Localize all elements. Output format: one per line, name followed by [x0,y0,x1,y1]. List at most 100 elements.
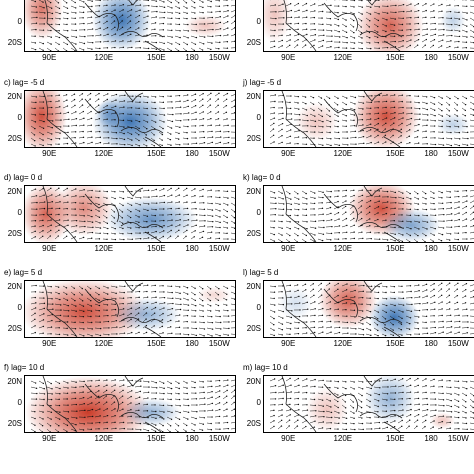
y-tick-label: 20S [7,324,22,334]
panel-title: d) lag= 0 d [4,173,43,182]
x-tick-label: 150W [447,434,469,443]
negative-anomaly [369,295,420,337]
panel-title: k) lag= 0 d [243,173,281,182]
negative-anomaly [278,286,313,321]
coastline [383,40,401,51]
x-tick-label: 150W [447,53,469,62]
x-tick-label: 180 [185,434,199,443]
coastline [323,383,358,413]
y-tick-label: 20S [246,134,261,144]
x-tick-label: 150E [146,53,166,62]
negative-anomaly [440,6,466,35]
y-tick-label: 20S [246,419,261,429]
coastline [144,40,162,51]
negative-anomaly [381,208,441,242]
coastline [84,383,119,413]
x-tick-label: 120E [333,149,353,158]
positive-anomaly [25,0,63,40]
x-tick-label: 120E [333,53,353,62]
x-tick-label: 90E [42,339,57,348]
x-tick-label: 150E [146,339,166,348]
panel-title: l) lag= 5 d [243,268,279,277]
coastline [359,222,403,229]
x-tick-label: 180 [185,53,199,62]
positive-anomaly [356,0,424,51]
x-tick-label: 90E [281,149,296,158]
x-tick-label: 120E [94,244,114,253]
coastline [124,281,144,292]
coastline [281,91,317,147]
positive-anomaly [184,14,227,37]
y-tick-label: 0 [256,398,261,407]
coastline [120,31,164,38]
x-tick-label: 90E [281,244,296,253]
panel-title: c) lag= -5 d [4,78,45,87]
x-tick-label: 150E [385,53,405,62]
coastline [42,91,78,147]
wind-vectors [30,0,235,51]
x-tick-label: 180 [185,339,199,348]
coastline [323,193,358,223]
x-tick-label: 150E [146,244,166,253]
wind-vectors [269,282,474,337]
y-tick-label: 20N [7,186,22,196]
panel-title: f) lag= 10 d [4,363,45,372]
x-tick-label: 120E [94,339,114,348]
map-frame [263,90,474,148]
coastline [323,98,358,128]
panel-title: e) lag= 5 d [4,268,43,277]
coastline [359,412,403,419]
coastline [144,421,162,432]
wind-vectors [269,0,474,50]
x-tick-label: 150W [447,244,469,253]
x-tick-label: 150E [385,434,405,443]
map-frame [24,0,236,52]
map-frame [24,90,236,148]
positive-anomaly [306,387,348,432]
y-tick-label: 20N [7,91,22,101]
x-tick-label: 90E [42,149,57,158]
x-tick-label: 150W [447,149,469,158]
positive-anomaly [264,0,292,43]
x-tick-label: 180 [185,244,199,253]
positive-anomaly [318,281,378,329]
x-tick-label: 120E [94,434,114,443]
y-tick-label: 20N [246,186,261,196]
negative-anomaly [121,398,181,427]
x-tick-label: 90E [42,244,57,253]
x-tick-label: 180 [424,244,438,253]
wind-vectors [30,187,235,241]
map-frame [263,375,474,433]
x-tick-label: 120E [333,434,353,443]
wind-vectors [269,189,474,242]
x-tick-label: 180 [424,149,438,158]
coastline [120,127,164,134]
coastline [363,186,383,197]
x-tick-label: 90E [281,339,296,348]
x-tick-label: 150W [447,339,469,348]
x-tick-label: 150E [385,339,405,348]
coastline [84,2,119,32]
positive-anomaly [352,91,420,147]
x-tick-label: 90E [281,53,296,62]
coastline [363,91,383,102]
wind-vectors [269,94,474,147]
y-tick-label: 0 [256,208,261,217]
coastline [124,376,144,387]
x-tick-label: 150W [208,53,230,62]
coastline [42,281,78,337]
coastline [144,136,162,147]
y-tick-label: 0 [17,113,22,122]
negative-anomaly [113,297,181,332]
y-tick-label: 20N [7,376,22,386]
coastline [42,376,78,432]
y-tick-label: 0 [17,17,22,26]
map-frame [263,280,474,338]
coastline [120,317,164,324]
y-tick-label: 20S [246,229,261,239]
y-tick-label: 0 [256,113,261,122]
map-frame [263,185,474,243]
coastline [323,288,358,318]
y-tick-label: 20S [246,324,261,334]
coastline [281,376,317,432]
